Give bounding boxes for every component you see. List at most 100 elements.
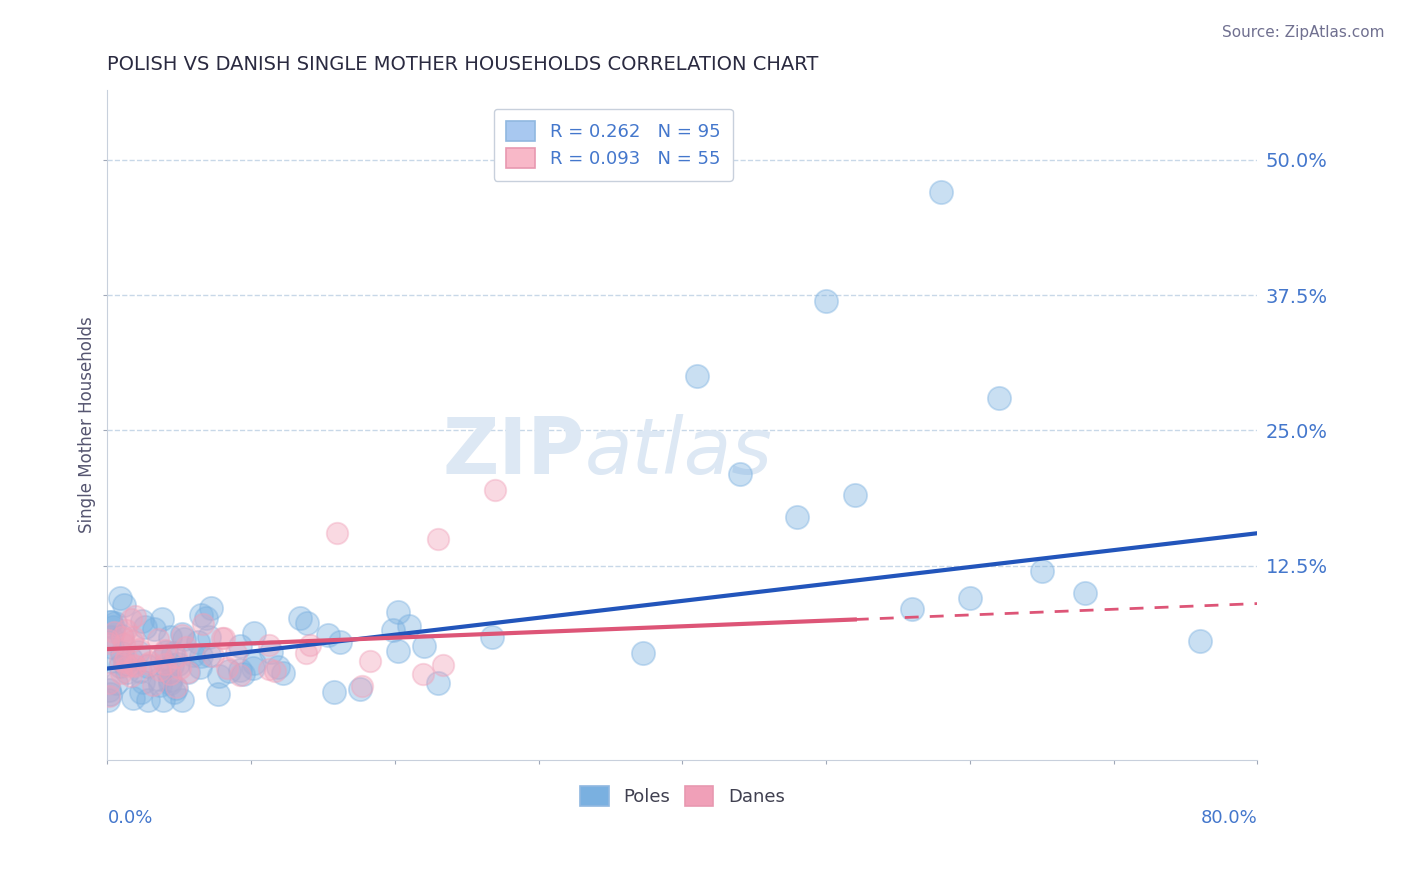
Point: [114, 651, 136, 665]
Point: [177, 665, 200, 679]
Point: [136, 658, 159, 673]
Text: atlas: atlas: [585, 414, 772, 490]
Point: [349, 681, 371, 696]
Point: [987, 391, 1010, 405]
Point: [150, 612, 173, 626]
Point: [159, 673, 181, 687]
Point: [108, 659, 131, 673]
Point: [382, 623, 405, 637]
Point: [232, 667, 254, 681]
Point: [181, 648, 204, 662]
Point: [110, 666, 132, 681]
Point: [153, 643, 176, 657]
Point: [243, 625, 266, 640]
Point: [100, 654, 122, 668]
Point: [98, 675, 121, 690]
Point: [329, 634, 352, 648]
Point: [316, 628, 339, 642]
Point: [229, 667, 252, 681]
Point: [117, 658, 139, 673]
Point: [260, 645, 283, 659]
Point: [134, 620, 156, 634]
Point: [427, 675, 450, 690]
Point: [100, 630, 122, 644]
Point: [187, 634, 209, 648]
Point: [121, 690, 143, 705]
Point: [173, 632, 195, 647]
Point: [114, 623, 136, 637]
Point: [155, 644, 177, 658]
Point: [128, 641, 150, 656]
Point: [148, 672, 170, 686]
Point: [257, 662, 280, 676]
Point: [190, 659, 212, 673]
Point: [198, 648, 221, 663]
Point: [127, 645, 149, 659]
Point: [195, 610, 218, 624]
Point: [159, 630, 181, 644]
Point: [152, 693, 174, 707]
Point: [121, 634, 143, 648]
Point: [218, 664, 240, 678]
Point: [121, 631, 143, 645]
Point: [398, 619, 420, 633]
Point: [177, 665, 200, 679]
Point: [153, 657, 176, 671]
Point: [267, 659, 290, 673]
Point: [211, 631, 233, 645]
Legend: Poles, Danes: Poles, Danes: [567, 773, 797, 819]
Point: [115, 665, 138, 679]
Point: [633, 646, 655, 660]
Point: [124, 608, 146, 623]
Point: [97, 682, 120, 697]
Point: [98, 615, 121, 630]
Point: [298, 638, 321, 652]
Point: [288, 611, 311, 625]
Point: [114, 657, 136, 671]
Point: [149, 663, 172, 677]
Point: [243, 656, 266, 670]
Point: [170, 627, 193, 641]
Point: [165, 680, 187, 694]
Point: [162, 646, 184, 660]
Point: [138, 692, 160, 706]
Point: [190, 648, 212, 663]
Point: [481, 630, 503, 644]
Point: [146, 632, 169, 647]
Point: [207, 687, 229, 701]
Point: [159, 675, 181, 690]
Point: [112, 655, 135, 669]
Point: [295, 615, 318, 630]
Point: [264, 664, 287, 678]
Text: ZIP: ZIP: [443, 414, 585, 490]
Point: [786, 510, 808, 524]
Point: [122, 657, 145, 672]
Point: [98, 687, 121, 701]
Point: [412, 639, 434, 653]
Point: [1074, 586, 1097, 600]
Point: [322, 685, 344, 699]
Point: [120, 612, 142, 626]
Point: [142, 678, 165, 692]
Point: [108, 591, 131, 606]
Point: [352, 679, 374, 693]
Point: [101, 620, 124, 634]
Point: [271, 666, 294, 681]
Point: [215, 661, 238, 675]
Point: [1188, 634, 1211, 648]
Point: [103, 625, 125, 640]
Point: [136, 657, 159, 671]
Point: [100, 615, 122, 630]
Point: [159, 666, 181, 681]
Point: [929, 186, 952, 200]
Point: [191, 617, 214, 632]
Point: [728, 467, 751, 481]
Point: [387, 605, 409, 619]
Point: [108, 652, 131, 666]
Point: [257, 638, 280, 652]
Point: [112, 599, 135, 613]
Y-axis label: Single Mother Households: Single Mother Households: [79, 317, 96, 533]
Point: [129, 664, 152, 678]
Point: [172, 628, 194, 642]
Point: [165, 650, 187, 665]
